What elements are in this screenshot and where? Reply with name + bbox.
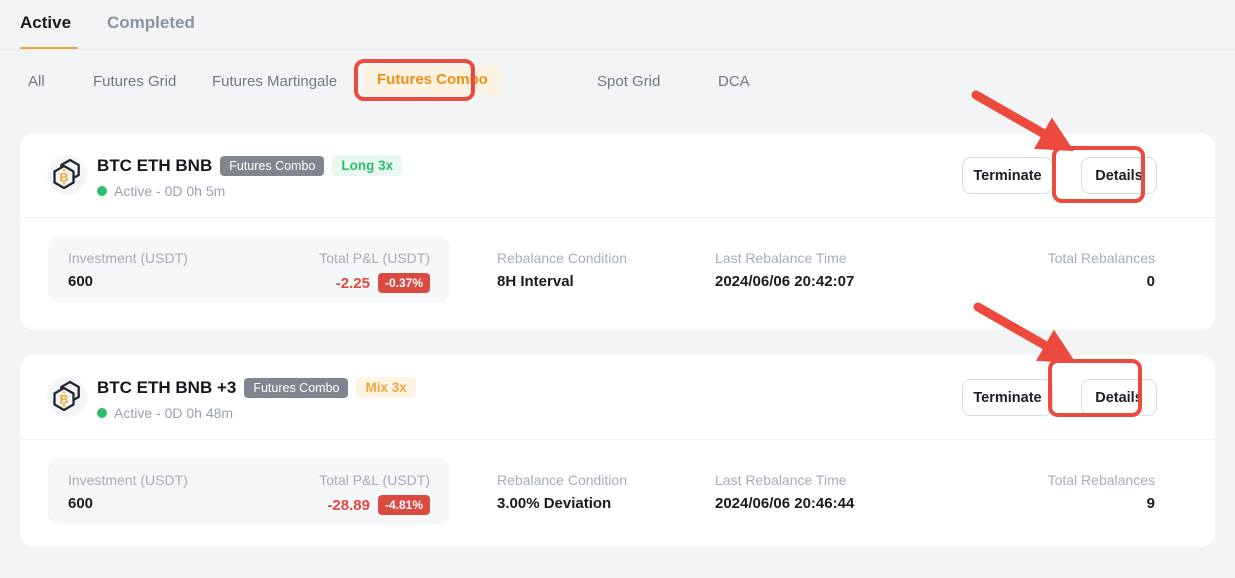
investment-label: Investment (USDT) [68, 250, 188, 266]
pnl-percent-badge: -4.81% [377, 495, 430, 515]
bot-status: Active - 0D 0h 48m [114, 405, 234, 421]
rebalance-condition-label: Rebalance Condition [497, 250, 627, 266]
details-button[interactable]: Details [1081, 157, 1157, 194]
investment-value: 600 [68, 273, 94, 290]
card-header: B BTC ETH BNB Futures Combo Long 3x Acti… [47, 155, 403, 199]
stats-highlight-box: Investment (USDT) 600 Total P&L (USDT) -… [48, 236, 450, 303]
bot-title: BTC ETH BNB [97, 155, 213, 175]
tab-completed[interactable]: Completed [107, 13, 195, 32]
bitcoin-coin-icon: B [47, 377, 87, 417]
filter-dca[interactable]: DCA [718, 73, 750, 90]
bot-title: BTC ETH BNB +3 [97, 377, 237, 397]
bitcoin-coin-icon: B [47, 155, 87, 195]
stat-investment: Investment (USDT) 600 [68, 472, 188, 512]
bot-type-badge: Futures Combo [244, 377, 349, 398]
stat-last-rebalance-time: Last Rebalance Time 2024/06/06 20:46:44 [715, 472, 854, 512]
total-rebalances-value: 0 [1146, 273, 1155, 290]
filter-futures-martingale[interactable]: Futures Martingale [212, 73, 338, 90]
last-rebalance-value: 2024/06/06 20:42:07 [715, 273, 855, 290]
stat-pnl: Total P&L (USDT) -2.25 -0.37% [319, 250, 430, 293]
stat-investment: Investment (USDT) 600 [68, 250, 188, 290]
card-divider [20, 217, 1215, 218]
stats-highlight-box: Investment (USDT) 600 Total P&L (USDT) -… [48, 458, 450, 525]
pnl-percent-badge: -0.37% [377, 273, 430, 293]
bot-status: Active - 0D 0h 5m [114, 183, 226, 199]
rebalance-condition-label: Rebalance Condition [497, 472, 627, 488]
details-button[interactable]: Details [1081, 379, 1157, 416]
last-rebalance-label: Last Rebalance Time [715, 472, 847, 488]
status-dot-icon [97, 186, 107, 196]
svg-text:B: B [60, 171, 69, 185]
filter-futures-combo[interactable]: Futures Combo [364, 66, 501, 95]
rebalance-condition-value: 8H Interval [497, 273, 574, 290]
last-rebalance-value: 2024/06/06 20:46:44 [715, 495, 855, 512]
card-divider [20, 439, 1215, 440]
investment-label: Investment (USDT) [68, 472, 188, 488]
pnl-label: Total P&L (USDT) [319, 472, 430, 488]
terminate-button[interactable]: Terminate [962, 157, 1053, 194]
total-rebalances-label: Total Rebalances [1047, 472, 1155, 488]
filter-all[interactable]: All [28, 73, 45, 90]
tab-active[interactable]: Active [20, 13, 72, 32]
terminate-button[interactable]: Terminate [962, 379, 1053, 416]
pnl-value: -28.89 [327, 496, 370, 514]
bot-side-badge: Long 3x [332, 155, 403, 176]
last-rebalance-label: Last Rebalance Time [715, 250, 847, 266]
pnl-label: Total P&L (USDT) [319, 250, 430, 266]
header-divider [0, 49, 1235, 50]
pnl-value: -2.25 [335, 274, 370, 292]
active-tab-underline [20, 47, 78, 50]
total-rebalances-value: 9 [1146, 495, 1155, 512]
bot-side-badge: Mix 3x [356, 377, 416, 398]
stat-last-rebalance-time: Last Rebalance Time 2024/06/06 20:42:07 [715, 250, 854, 290]
stat-pnl: Total P&L (USDT) -28.89 -4.81% [319, 472, 430, 515]
bot-type-badge: Futures Combo [220, 155, 325, 176]
svg-text:B: B [60, 393, 69, 407]
stat-rebalance-condition: Rebalance Condition 3.00% Deviation [497, 472, 627, 512]
card-header: B BTC ETH BNB +3 Futures Combo Mix 3x Ac… [47, 377, 416, 421]
stat-total-rebalances: Total Rebalances 9 [1048, 472, 1155, 512]
stat-total-rebalances: Total Rebalances 0 [1048, 250, 1155, 290]
investment-value: 600 [68, 495, 94, 512]
bot-card-2: B BTC ETH BNB +3 Futures Combo Mix 3x Ac… [20, 355, 1215, 547]
filter-futures-grid[interactable]: Futures Grid [93, 73, 177, 90]
total-rebalances-label: Total Rebalances [1047, 250, 1155, 266]
status-dot-icon [97, 408, 107, 418]
stat-rebalance-condition: Rebalance Condition 8H Interval [497, 250, 627, 290]
bot-card-1: B BTC ETH BNB Futures Combo Long 3x Acti… [20, 133, 1215, 330]
rebalance-condition-value: 3.00% Deviation [497, 495, 612, 512]
filter-spot-grid[interactable]: Spot Grid [597, 73, 661, 90]
